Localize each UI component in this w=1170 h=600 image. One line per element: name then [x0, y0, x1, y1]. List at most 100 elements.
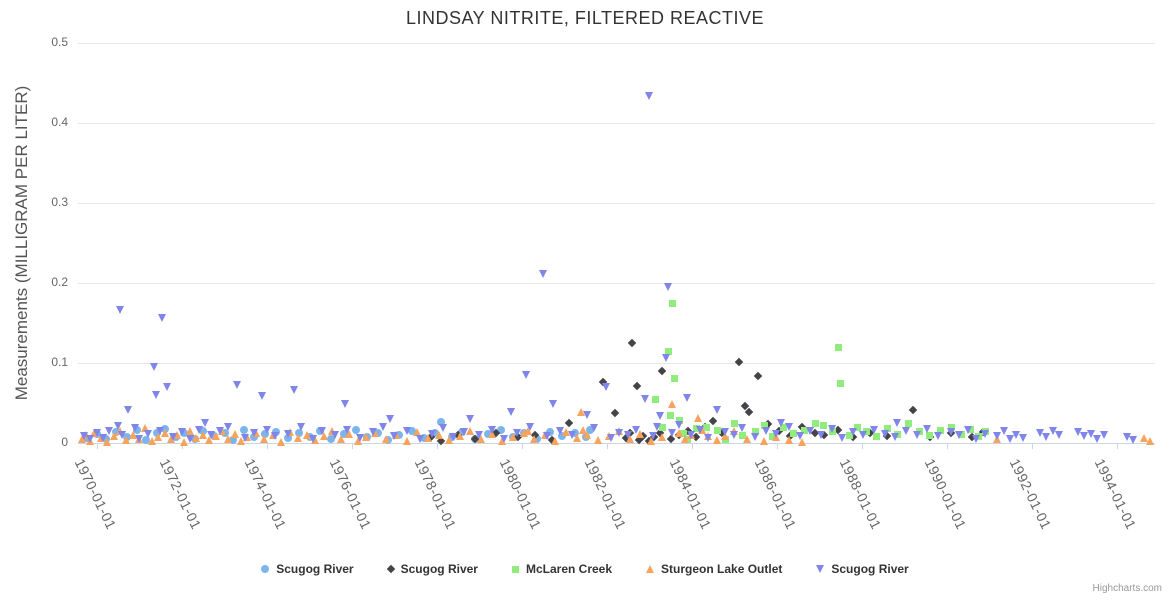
data-point-series-3[interactable] [785, 436, 794, 445]
data-point-series-4[interactable] [1035, 428, 1044, 437]
data-point-series-4[interactable] [972, 434, 981, 443]
data-point-series-4[interactable] [870, 425, 879, 434]
data-point-series-4[interactable] [674, 420, 683, 429]
data-point-series-4[interactable] [661, 353, 670, 362]
data-point-series-3[interactable] [583, 430, 592, 439]
data-point-series-4[interactable] [912, 430, 921, 439]
data-point-series-2[interactable] [926, 432, 934, 440]
data-point-series-2[interactable] [837, 379, 845, 387]
data-point-series-1[interactable] [611, 408, 620, 417]
data-point-series-4[interactable] [487, 425, 496, 434]
data-point-series-4[interactable] [105, 426, 114, 435]
data-point-series-3[interactable] [237, 436, 246, 445]
data-point-series-3[interactable] [530, 435, 539, 444]
data-point-series-2[interactable] [679, 429, 687, 437]
data-point-series-4[interactable] [1006, 435, 1015, 444]
data-point-series-4[interactable] [761, 427, 770, 436]
data-point-series-4[interactable] [1042, 432, 1051, 441]
legend-item-series-3[interactable]: Sturgeon Lake Outlet [646, 562, 782, 576]
data-point-series-1[interactable] [632, 381, 641, 391]
data-point-series-4[interactable] [98, 433, 107, 442]
data-point-series-4[interactable] [993, 432, 1002, 441]
data-point-series-4[interactable] [415, 434, 424, 443]
data-point-series-3[interactable] [759, 436, 768, 445]
data-point-series-4[interactable] [542, 432, 551, 441]
data-point-series-3[interactable] [109, 432, 118, 441]
data-point-series-0[interactable] [407, 427, 416, 435]
data-point-series-4[interactable] [664, 282, 673, 291]
data-point-series-4[interactable] [1054, 431, 1063, 440]
data-point-series-3[interactable] [205, 436, 214, 445]
data-point-series-4[interactable] [343, 425, 352, 434]
data-point-series-3[interactable] [160, 428, 169, 437]
legend-item-series-2[interactable]: McLaren Creek [511, 562, 612, 576]
data-point-series-4[interactable] [1086, 429, 1095, 438]
data-point-series-4[interactable] [838, 433, 847, 442]
data-point-series-0[interactable] [260, 430, 269, 439]
data-point-series-4[interactable] [500, 434, 509, 443]
data-point-series-3[interactable] [122, 436, 131, 445]
data-point-series-3[interactable] [466, 427, 475, 436]
data-point-series-4[interactable] [848, 428, 857, 437]
data-point-series-4[interactable] [130, 424, 139, 433]
data-point-series-3[interactable] [693, 413, 702, 422]
data-point-series-4[interactable] [1048, 426, 1057, 435]
data-point-series-4[interactable] [521, 370, 530, 379]
data-point-series-4[interactable] [115, 305, 124, 314]
data-point-series-4[interactable] [262, 425, 271, 434]
data-point-series-4[interactable] [946, 428, 955, 437]
data-point-series-3[interactable] [413, 428, 422, 437]
data-point-series-4[interactable] [923, 424, 932, 433]
data-point-series-4[interactable] [525, 422, 534, 431]
data-point-series-4[interactable] [729, 431, 738, 440]
data-point-series-4[interactable] [113, 421, 122, 430]
data-point-series-4[interactable] [827, 424, 836, 433]
data-point-series-4[interactable] [466, 415, 475, 424]
data-point-series-0[interactable] [545, 427, 554, 436]
data-point-series-3[interactable] [551, 436, 560, 445]
data-point-series-4[interactable] [152, 390, 161, 399]
data-point-series-4[interactable] [296, 423, 305, 432]
data-point-series-4[interactable] [893, 418, 902, 427]
data-point-series-0[interactable] [294, 429, 303, 438]
data-point-series-4[interactable] [816, 430, 825, 439]
data-point-series-4[interactable] [506, 408, 515, 417]
data-point-series-4[interactable] [1080, 432, 1089, 441]
data-point-series-4[interactable] [712, 405, 721, 414]
data-point-series-4[interactable] [460, 428, 469, 437]
data-point-series-3[interactable] [487, 429, 496, 438]
data-point-series-4[interactable] [513, 428, 522, 437]
data-point-series-4[interactable] [124, 405, 133, 414]
data-point-series-4[interactable] [880, 429, 889, 438]
data-point-series-4[interactable] [402, 426, 411, 435]
data-point-series-2[interactable] [671, 374, 679, 382]
data-point-series-4[interactable] [668, 428, 677, 437]
data-point-series-4[interactable] [290, 385, 299, 394]
data-point-series-4[interactable] [341, 400, 350, 409]
data-point-series-4[interactable] [309, 434, 318, 443]
data-point-series-4[interactable] [1018, 433, 1027, 442]
data-point-series-3[interactable] [141, 424, 150, 433]
data-point-series-3[interactable] [345, 429, 354, 438]
data-point-series-3[interactable] [294, 433, 303, 442]
data-point-series-3[interactable] [576, 408, 585, 417]
data-point-series-4[interactable] [118, 431, 127, 440]
data-point-series-3[interactable] [681, 435, 690, 444]
data-point-series-2[interactable] [665, 347, 673, 355]
data-point-series-3[interactable] [674, 428, 683, 437]
data-point-series-2[interactable] [834, 344, 842, 352]
data-point-series-2[interactable] [669, 300, 677, 308]
data-point-series-4[interactable] [555, 426, 564, 435]
data-point-series-4[interactable] [207, 431, 216, 440]
data-point-series-4[interactable] [751, 432, 760, 441]
data-point-series-0[interactable] [229, 435, 238, 444]
data-point-series-4[interactable] [390, 432, 398, 441]
data-point-series-4[interactable] [1122, 432, 1131, 441]
data-point-series-4[interactable] [1099, 431, 1108, 440]
data-point-series-4[interactable] [806, 426, 815, 435]
data-point-series-4[interactable] [143, 429, 152, 438]
data-point-series-3[interactable] [147, 436, 156, 445]
data-point-series-4[interactable] [1129, 436, 1138, 445]
data-point-series-2[interactable] [760, 421, 768, 429]
data-point-series-4[interactable] [891, 432, 900, 441]
